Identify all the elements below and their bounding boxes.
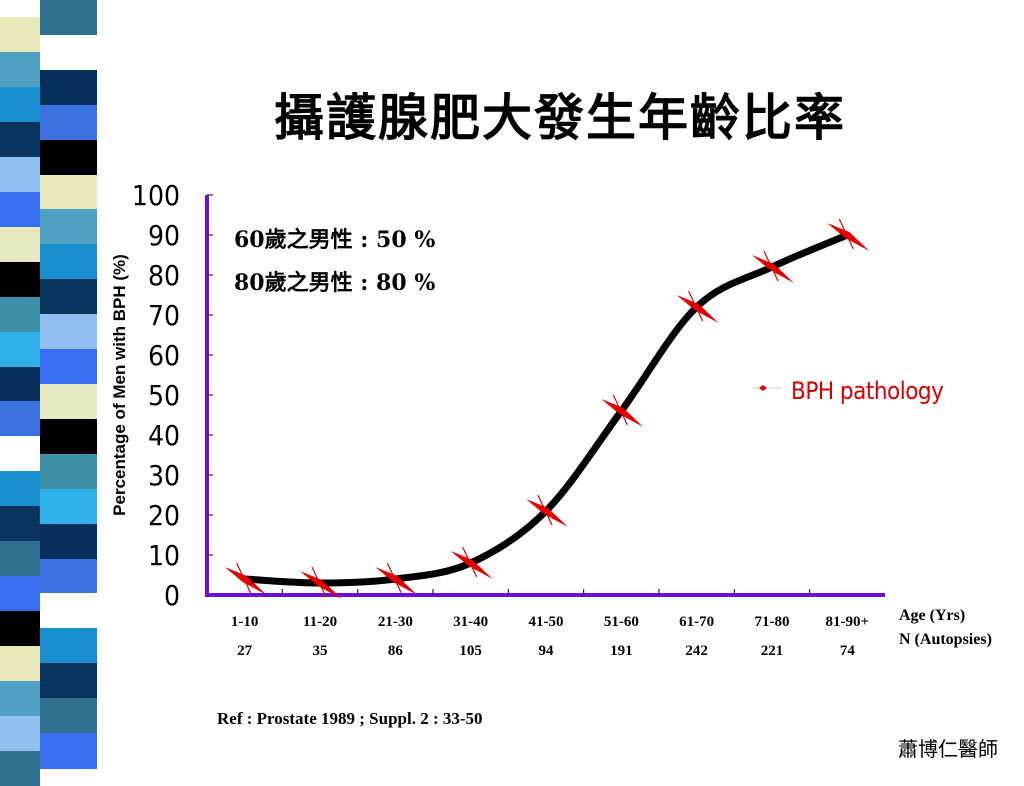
y-tick-label: 60 (148, 339, 180, 372)
series-line-bph-pathology (241, 231, 851, 587)
n-autopsies-label: 86 (388, 643, 404, 659)
marker-stroke (763, 250, 779, 282)
data-point-31-40 (450, 546, 493, 579)
y-tick-label: 100 (132, 179, 180, 212)
n-autopsies-label: 191 (610, 643, 633, 659)
n-autopsies-label: 74 (840, 643, 856, 659)
n-axis-label: N (Autopsies) (899, 631, 992, 648)
marker-stroke (462, 546, 478, 578)
n-autopsies-label: 221 (761, 643, 784, 659)
annotation-60: 60歲之男性 : 50 % (234, 227, 436, 253)
marker-stroke (688, 290, 704, 322)
n-autopsies-label: 105 (459, 643, 482, 659)
legend-marker (759, 385, 767, 391)
data-point-81-90+ (827, 218, 870, 251)
data-point-51-60 (601, 394, 644, 427)
marker-stroke (537, 494, 553, 526)
n-autopsies-label: 35 (313, 643, 328, 659)
data-point-11-20 (300, 566, 342, 599)
data-point-71-80 (752, 250, 794, 283)
legend-label: BPH pathology (791, 377, 944, 405)
n-autopsies-label: 27 (237, 643, 253, 659)
marker-stroke (236, 562, 252, 594)
reference-citation: Ref : Prostate 1989 ; Suppl. 2 : 33-50 (217, 709, 483, 728)
page-title: 攝護腺肥大發生年齡比率 (274, 88, 846, 147)
y-tick-label: 80 (148, 259, 180, 292)
marker-stroke (612, 394, 628, 426)
x-tick-label: 61-70 (679, 614, 714, 630)
y-tick-label: 70 (148, 299, 180, 332)
x-tick-label: 31-40 (453, 614, 488, 630)
marker-stroke (386, 562, 402, 594)
y-tick-label: 90 (148, 219, 180, 252)
x-tick-label: 21-30 (378, 614, 413, 630)
x-tick-label: 41-50 (529, 614, 564, 630)
y-tick-label: 0 (164, 579, 180, 612)
marker-stroke (838, 218, 854, 250)
x-tick-label: 81-90+ (826, 614, 870, 630)
x-tick-label: 51-60 (604, 614, 639, 630)
data-point-1-10 (224, 562, 267, 595)
decorative-stripe (0, 0, 100, 786)
x-tick-label: 71-80 (755, 614, 790, 630)
data-point-41-50 (526, 494, 568, 527)
x-axis-label: Age (Yrs) (899, 607, 966, 624)
y-axis-label: Percentage of Men with BPH (%) (110, 254, 129, 516)
data-point-21-30 (375, 562, 418, 595)
y-tick-label: 10 (148, 539, 180, 572)
x-tick-label: 11-20 (303, 614, 337, 630)
chart: 0 10 20 30 40 50 60 70 80 90 100 1-10 27 11-20 35 21-3… (132, 179, 885, 659)
n-autopsies-label: 242 (685, 643, 708, 659)
annotation-80: 80歲之男性 : 80 % (234, 270, 436, 296)
n-autopsies-label: 94 (539, 643, 555, 659)
y-tick-label: 30 (148, 459, 180, 492)
y-tick-label: 40 (148, 419, 180, 452)
y-tick-label: 20 (148, 499, 180, 532)
author-credit: 蕭博仁醫師 (898, 737, 998, 761)
data-point-61-70 (676, 290, 719, 323)
y-tick-label: 50 (148, 379, 180, 412)
marker-stroke (311, 566, 327, 598)
x-tick-label: 1-10 (231, 614, 259, 630)
